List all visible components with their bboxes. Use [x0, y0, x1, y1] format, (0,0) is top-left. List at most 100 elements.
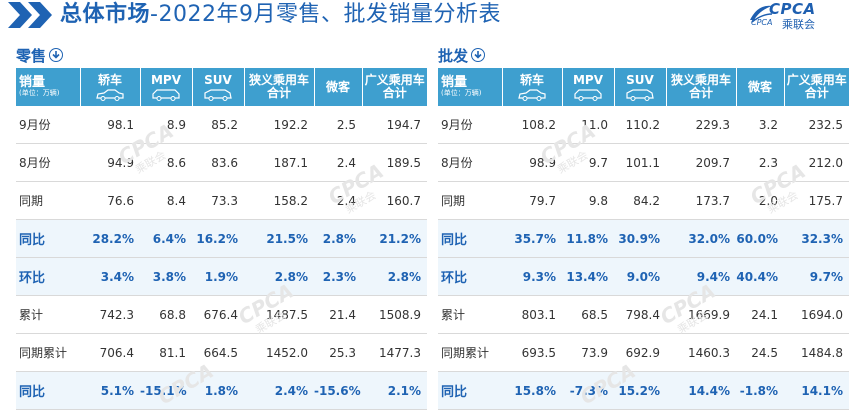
table-cell: 742.3: [80, 295, 140, 334]
table-row: 同期累计 706.4 81.1 664.5 1452.0 25.3 1477.3: [16, 333, 427, 372]
table-cell: 798.4: [614, 295, 666, 334]
table-cell: -1.8%: [736, 371, 784, 410]
table-cell: 21.5%: [244, 219, 314, 258]
row-label: 累计: [16, 295, 80, 334]
table-cell: 2.4: [314, 143, 362, 182]
table-cell: 11.8%: [562, 219, 614, 258]
col-suv-header: SUV: [192, 68, 245, 106]
table-cell: 693.5: [502, 333, 562, 372]
table-cell: 9.0%: [614, 257, 666, 296]
table-cell: 24.1: [736, 295, 784, 334]
table-row: 8月份 94.9 8.6 83.6 187.1 2.4 189.5: [16, 143, 427, 182]
table-cell: 160.7: [362, 181, 427, 220]
table-cell: 3.2: [736, 106, 784, 144]
col-mpv-header: MPV: [140, 68, 193, 106]
table-cell: 101.1: [614, 143, 666, 182]
table-cell: 2.3%: [314, 257, 362, 296]
sedan-car-icon: [518, 88, 546, 101]
table-cell: 2.5: [314, 106, 362, 144]
table-cell: -15.1%: [140, 371, 192, 410]
table-cell: 803.1: [502, 295, 562, 334]
table-cell: 40.4%: [736, 257, 784, 296]
table-cell: 676.4: [192, 295, 244, 334]
table-cell: 68.8: [140, 295, 192, 334]
table-cell: 15.2%: [614, 371, 666, 410]
table-cell: 73.9: [562, 333, 614, 372]
double-chevron-icon: [8, 2, 52, 28]
table-cell: 79.7: [502, 181, 562, 220]
col-narrow-total-header: 狭义乘用车 合计: [244, 68, 315, 106]
mpv-car-icon: [574, 88, 602, 101]
mpv-car-icon: [152, 88, 180, 101]
table-cell: 3.4%: [80, 257, 140, 296]
table-cell: 2.1%: [362, 371, 427, 410]
table-cell: 175.7: [784, 181, 849, 220]
table-header-row: 销量 (单位：万辆) 轿车 MPV SUV 狭义乘用车 合计 微客 广义乘用车 合计: [438, 68, 849, 106]
table-cell: 2.8%: [244, 257, 314, 296]
wholesale-table: 销量 (单位：万辆) 轿车 MPV SUV 狭义乘用车 合计 微客 广义乘用车 合计 …: [438, 68, 849, 410]
table-cell: 6.4%: [140, 219, 192, 258]
sedan-car-icon: [96, 88, 124, 101]
col-broad-total-header: 广义乘用车 合计: [362, 68, 427, 106]
retail-title-text: 零售: [16, 46, 47, 65]
table-cell: 73.3: [192, 181, 244, 220]
suv-car-icon: [204, 88, 232, 101]
wholesale-title: 批发: [438, 46, 486, 65]
row-label: 同期: [16, 181, 80, 220]
col-sedan-header: 轿车: [502, 68, 563, 106]
row-label: 环比: [16, 257, 80, 296]
download-circle-icon: [471, 48, 486, 62]
row-label: 累计: [438, 295, 502, 334]
table-cell: 94.9: [80, 143, 140, 182]
page-header: 总体市场-2022年9月零售、批发销量分析表 CPCA CPCA 乘联会: [0, 0, 852, 31]
row-label: 8月份: [16, 143, 80, 182]
col-sales-header: 销量 (单位：万辆): [16, 68, 81, 106]
table-cell: 194.7: [362, 106, 427, 144]
table-cell: 83.6: [192, 143, 244, 182]
table-row: 8月份 98.9 9.7 101.1 209.7 2.3 212.0: [438, 143, 849, 182]
table-cell: 81.1: [140, 333, 192, 372]
table-cell: 108.2: [502, 106, 562, 144]
table-row: 同期累计 693.5 73.9 692.9 1460.3 24.5 1484.8: [438, 333, 849, 372]
table-cell: 1.8%: [192, 371, 244, 410]
title-sub: -2022年9月零售、批发销量分析表: [150, 2, 501, 27]
table-cell: 212.0: [784, 143, 849, 182]
table-cell: 84.2: [614, 181, 666, 220]
table-cell: 13.4%: [562, 257, 614, 296]
table-cell: 158.2: [244, 181, 314, 220]
row-label: 同期累计: [16, 333, 80, 372]
table-row: 9月份 98.1 8.9 85.2 192.2 2.5 194.7: [16, 106, 427, 144]
table-cell: 5.1%: [80, 371, 140, 410]
logo-text: CPCA: [769, 0, 816, 18]
col-suv-header: SUV: [614, 68, 667, 106]
download-circle-icon: [49, 48, 64, 62]
table-cell: 98.9: [502, 143, 562, 182]
table-cell: 2.4%: [244, 371, 314, 410]
table-cell: 229.3: [666, 106, 736, 144]
table-cell: 2.8%: [314, 219, 362, 258]
table-cell: 706.4: [80, 333, 140, 372]
table-cell: 24.5: [736, 333, 784, 372]
suv-car-icon: [626, 88, 654, 101]
table-cell: 664.5: [192, 333, 244, 372]
cpca-logo: CPCA CPCA 乘联会: [748, 0, 848, 31]
table-cell: 1487.5: [244, 295, 314, 334]
retail-table: 销量 (单位：万辆) 轿车 MPV SUV 狭义乘用车 合计 微客 广义乘用车 合计 …: [16, 68, 427, 410]
col-mpv-header: MPV: [562, 68, 615, 106]
table-cell: 192.2: [244, 106, 314, 144]
table-cell: 189.5: [362, 143, 427, 182]
table-row: 同比 15.8% -7.3% 15.2% 14.4% -1.8% 14.1%: [438, 371, 849, 410]
table-cell: -7.3%: [562, 371, 614, 410]
table-cell: 14.1%: [784, 371, 849, 410]
logo-chinese-text: 乘联会: [782, 18, 815, 31]
table-cell: 209.7: [666, 143, 736, 182]
col-micro-header: 微客: [736, 68, 785, 106]
table-cell: 173.7: [666, 181, 736, 220]
table-cell: 1477.3: [362, 333, 427, 372]
table-cell: 85.2: [192, 106, 244, 144]
table-cell: 14.4%: [666, 371, 736, 410]
table-row: 环比 3.4% 3.8% 1.9% 2.8% 2.3% 2.8%: [16, 257, 427, 296]
table-row: 同比 35.7% 11.8% 30.9% 32.0% 60.0% 32.3%: [438, 219, 849, 258]
table-cell: 2.3: [736, 143, 784, 182]
row-label: 9月份: [438, 106, 502, 144]
